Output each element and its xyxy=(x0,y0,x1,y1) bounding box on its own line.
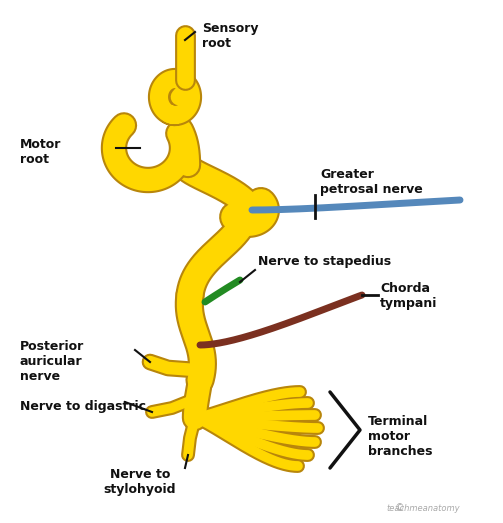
Text: Greater
petrosaI nerve: Greater petrosaI nerve xyxy=(320,168,423,196)
Text: Terminal
motor
branches: Terminal motor branches xyxy=(368,415,433,458)
Text: Nerve to digastric: Nerve to digastric xyxy=(20,400,146,413)
Text: Motor
root: Motor root xyxy=(20,138,61,166)
Text: teachmeanatomy: teachmeanatomy xyxy=(386,504,460,513)
Text: ©: © xyxy=(395,503,405,513)
Text: Nerve to
stylohyoid: Nerve to stylohyoid xyxy=(104,468,176,496)
Text: Chorda
tympani: Chorda tympani xyxy=(380,282,438,310)
Text: Nerve to stapedius: Nerve to stapedius xyxy=(258,255,391,268)
Text: Posterior
auricular
nerve: Posterior auricular nerve xyxy=(20,340,84,383)
Text: Sensory
root: Sensory root xyxy=(202,22,259,50)
